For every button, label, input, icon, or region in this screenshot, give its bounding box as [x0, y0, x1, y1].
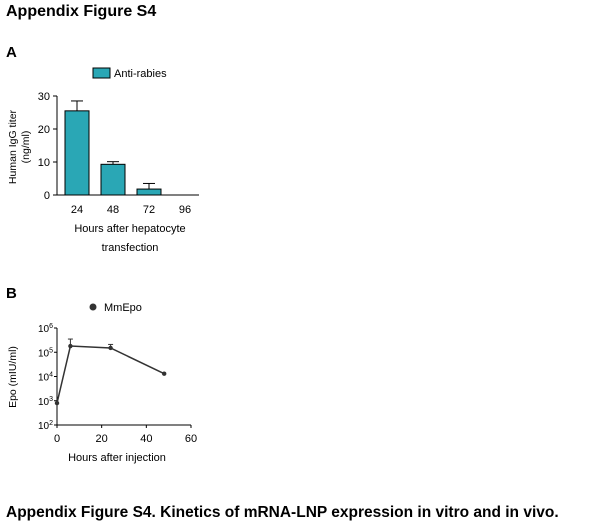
bar-48 — [100, 163, 126, 196]
legend-label: MmEpo — [104, 302, 142, 314]
y-axis-label: Human IgG titer — [7, 109, 19, 184]
y-axis-label-line2: (ng/ml) — [20, 131, 32, 164]
x-tick-label: 20 — [96, 433, 108, 445]
y-tick-label: 106 — [38, 323, 53, 335]
x-tick-label: 60 — [185, 433, 197, 445]
y-tick-label: 105 — [38, 347, 53, 359]
y-tick-label: 102 — [38, 420, 53, 432]
y-tick-label: 10 — [38, 157, 50, 169]
x-axis-label-line2: transfection — [102, 242, 159, 254]
x-tick-label: 0 — [54, 433, 60, 445]
data-point — [162, 371, 167, 376]
figure-caption: Appendix Figure S4. Kinetics of mRNA-LNP… — [6, 504, 559, 521]
x-axis-label: Hours after injection — [68, 452, 166, 464]
page-title: Appendix Figure S4 — [6, 3, 157, 20]
y-tick-label: 103 — [38, 396, 53, 408]
x-tick-label: 24 — [71, 204, 83, 216]
legend-marker — [89, 303, 97, 311]
data-point — [68, 343, 73, 349]
legend-label: Anti-rabies — [114, 68, 167, 80]
x-axis-label: Hours after hepatocyte — [74, 223, 185, 235]
x-tick-label: 40 — [140, 433, 152, 445]
panel-a-label: A — [6, 44, 17, 61]
x-tick-label: 72 — [143, 204, 155, 216]
legend-swatch — [92, 67, 111, 79]
y-tick-label: 30 — [38, 91, 50, 103]
data-point — [54, 400, 60, 406]
y-tick-label: 20 — [38, 124, 50, 136]
y-axis-label: Epo (mIU/ml) — [7, 346, 19, 408]
data-point — [108, 345, 113, 351]
x-tick-label: 48 — [107, 204, 119, 216]
series-line-mmepo — [56, 345, 165, 404]
x-tick-label: 96 — [179, 204, 191, 216]
panel-b-label: B — [6, 285, 17, 302]
y-tick-label: 104 — [38, 372, 53, 384]
y-tick-label: 0 — [44, 190, 50, 202]
